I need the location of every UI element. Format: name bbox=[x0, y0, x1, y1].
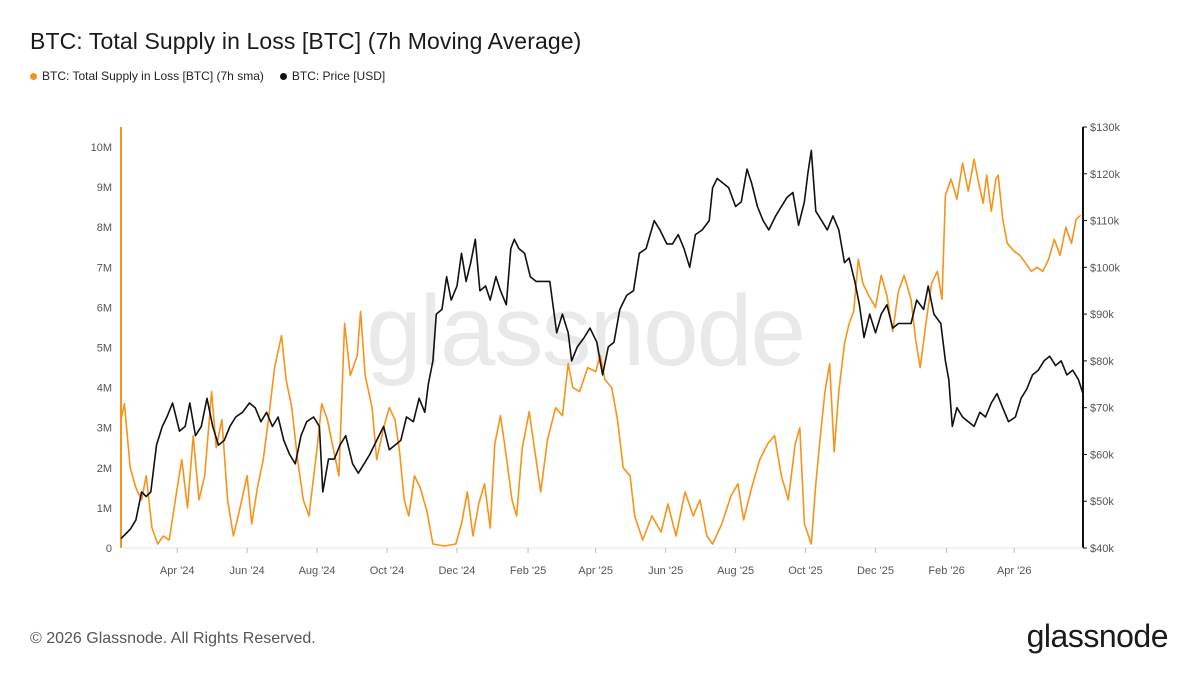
x-axis-tick-label: Jun '25 bbox=[648, 565, 683, 577]
right-axis-tick-label: $70k bbox=[1090, 403, 1114, 415]
left-axis-tick-label: 6M bbox=[97, 302, 112, 314]
legend-item-price[interactable]: BTC: Price [USD] bbox=[279, 69, 386, 83]
legend-dot-supply-icon bbox=[30, 72, 37, 80]
right-axis-tick-label: $100k bbox=[1090, 262, 1120, 274]
right-axis-tick-label: $90k bbox=[1090, 309, 1114, 321]
right-axis-tick-label: $60k bbox=[1090, 449, 1114, 461]
legend-dot-price-icon bbox=[279, 72, 287, 80]
right-axis-tick-label: $130k bbox=[1090, 122, 1120, 134]
right-axis: $40k $50k $60k $70k $80k $90k $100k $110k $120k $… bbox=[1082, 122, 1120, 555]
chart-title: BTC: Total Supply in Loss [BTC] (7h Movi… bbox=[30, 28, 582, 54]
x-axis-tick-label: Aug '25 bbox=[717, 565, 754, 577]
x-axis: Apr '24 Jun '24 Aug '24 Oct '24 Dec '24 Feb '… bbox=[121, 547, 1083, 577]
x-axis-tick-label: Jun '24 bbox=[230, 565, 265, 577]
right-axis-tick-label: $120k bbox=[1090, 169, 1120, 181]
watermark-text: glassnode bbox=[366, 275, 804, 387]
legend-label-supply: BTC: Total Supply in Loss [BTC] (7h sma) bbox=[42, 69, 264, 83]
left-axis-tick-label: 5M bbox=[97, 343, 112, 355]
x-axis-tick-label: Oct '24 bbox=[370, 565, 405, 577]
right-axis-tick-label: $80k bbox=[1090, 356, 1114, 368]
left-axis-tick-label: 7M bbox=[97, 262, 112, 274]
left-axis-tick-label: 3M bbox=[97, 423, 112, 435]
left-axis-tick-label: 9M bbox=[97, 182, 112, 194]
left-axis-tick-label: 2M bbox=[97, 463, 112, 475]
legend: BTC: Total Supply in Loss [BTC] (7h sma)… bbox=[30, 69, 385, 83]
left-axis-tick-label: 10M bbox=[91, 142, 112, 154]
x-axis-tick-label: Dec '25 bbox=[857, 565, 894, 577]
x-axis-tick-label: Apr '24 bbox=[160, 565, 195, 577]
left-axis: 0 1M 2M 3M 4M 5M 6M 7M 8M 9M 10M bbox=[91, 127, 122, 555]
right-axis-tick-label: $110k bbox=[1090, 216, 1120, 228]
legend-item-supply-in-loss[interactable]: BTC: Total Supply in Loss [BTC] (7h sma) bbox=[30, 69, 264, 83]
series-line-price bbox=[120, 149, 1084, 540]
left-axis-tick-label: 1M bbox=[97, 503, 112, 515]
brand-logo[interactable]: glassnode bbox=[1026, 618, 1169, 654]
x-axis-tick-label: Apr '26 bbox=[997, 565, 1032, 577]
x-axis-tick-label: Dec '24 bbox=[438, 565, 475, 577]
series-line-supply-in-loss bbox=[120, 158, 1082, 547]
x-axis-tick-label: Feb '25 bbox=[510, 565, 546, 577]
x-axis-tick-label: Apr '25 bbox=[578, 565, 613, 577]
left-axis-tick-label: 4M bbox=[97, 383, 112, 395]
legend-label-price: BTC: Price [USD] bbox=[291, 69, 386, 83]
right-axis-tick-label: $40k bbox=[1090, 543, 1114, 555]
copyright-text: © 2026 Glassnode. All Rights Reserved. bbox=[30, 630, 316, 647]
right-axis-tick-label: $50k bbox=[1090, 496, 1114, 508]
x-axis-tick-label: Aug '24 bbox=[299, 565, 336, 577]
left-axis-tick-label: 0 bbox=[106, 543, 112, 555]
left-axis-tick-label: 8M bbox=[97, 222, 112, 234]
x-axis-tick-label: Feb '26 bbox=[928, 565, 964, 577]
x-axis-tick-label: Oct '25 bbox=[788, 565, 823, 577]
